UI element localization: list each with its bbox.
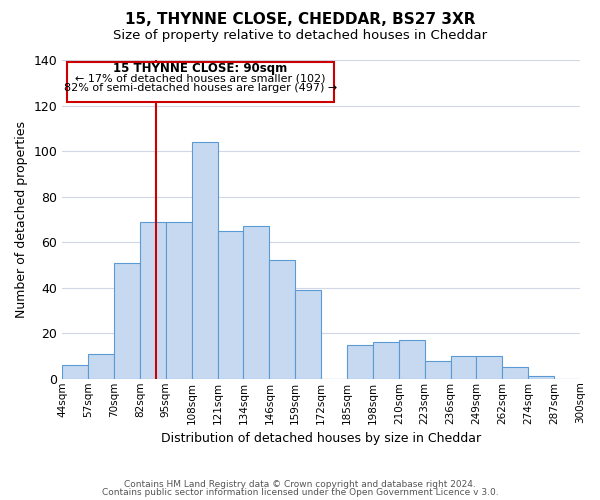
X-axis label: Distribution of detached houses by size in Cheddar: Distribution of detached houses by size … [161,432,481,445]
Text: Contains HM Land Registry data © Crown copyright and database right 2024.: Contains HM Land Registry data © Crown c… [124,480,476,489]
Bar [295,290,321,379]
Text: ← 17% of detached houses are smaller (102): ← 17% of detached houses are smaller (10… [75,74,326,84]
Text: Contains public sector information licensed under the Open Government Licence v : Contains public sector information licen… [101,488,499,497]
Bar [399,340,425,379]
Bar [528,376,554,379]
Text: 82% of semi-detached houses are larger (497) →: 82% of semi-detached houses are larger (… [64,83,337,93]
Bar [140,222,166,379]
Bar [373,342,399,379]
Text: Size of property relative to detached houses in Cheddar: Size of property relative to detached ho… [113,29,487,42]
Bar [476,356,502,379]
FancyBboxPatch shape [67,62,334,102]
Bar [347,344,373,379]
Bar [166,222,192,379]
Bar [114,262,140,379]
Bar [62,365,88,379]
Text: 15, THYNNE CLOSE, CHEDDAR, BS27 3XR: 15, THYNNE CLOSE, CHEDDAR, BS27 3XR [125,12,475,28]
Bar [218,231,244,379]
Bar [88,354,114,379]
Text: 15 THYNNE CLOSE: 90sqm: 15 THYNNE CLOSE: 90sqm [113,62,287,75]
Bar [192,142,218,379]
Y-axis label: Number of detached properties: Number of detached properties [15,121,28,318]
Bar [425,360,451,379]
Bar [269,260,295,379]
Bar [451,356,476,379]
Bar [244,226,269,379]
Bar [502,368,528,379]
